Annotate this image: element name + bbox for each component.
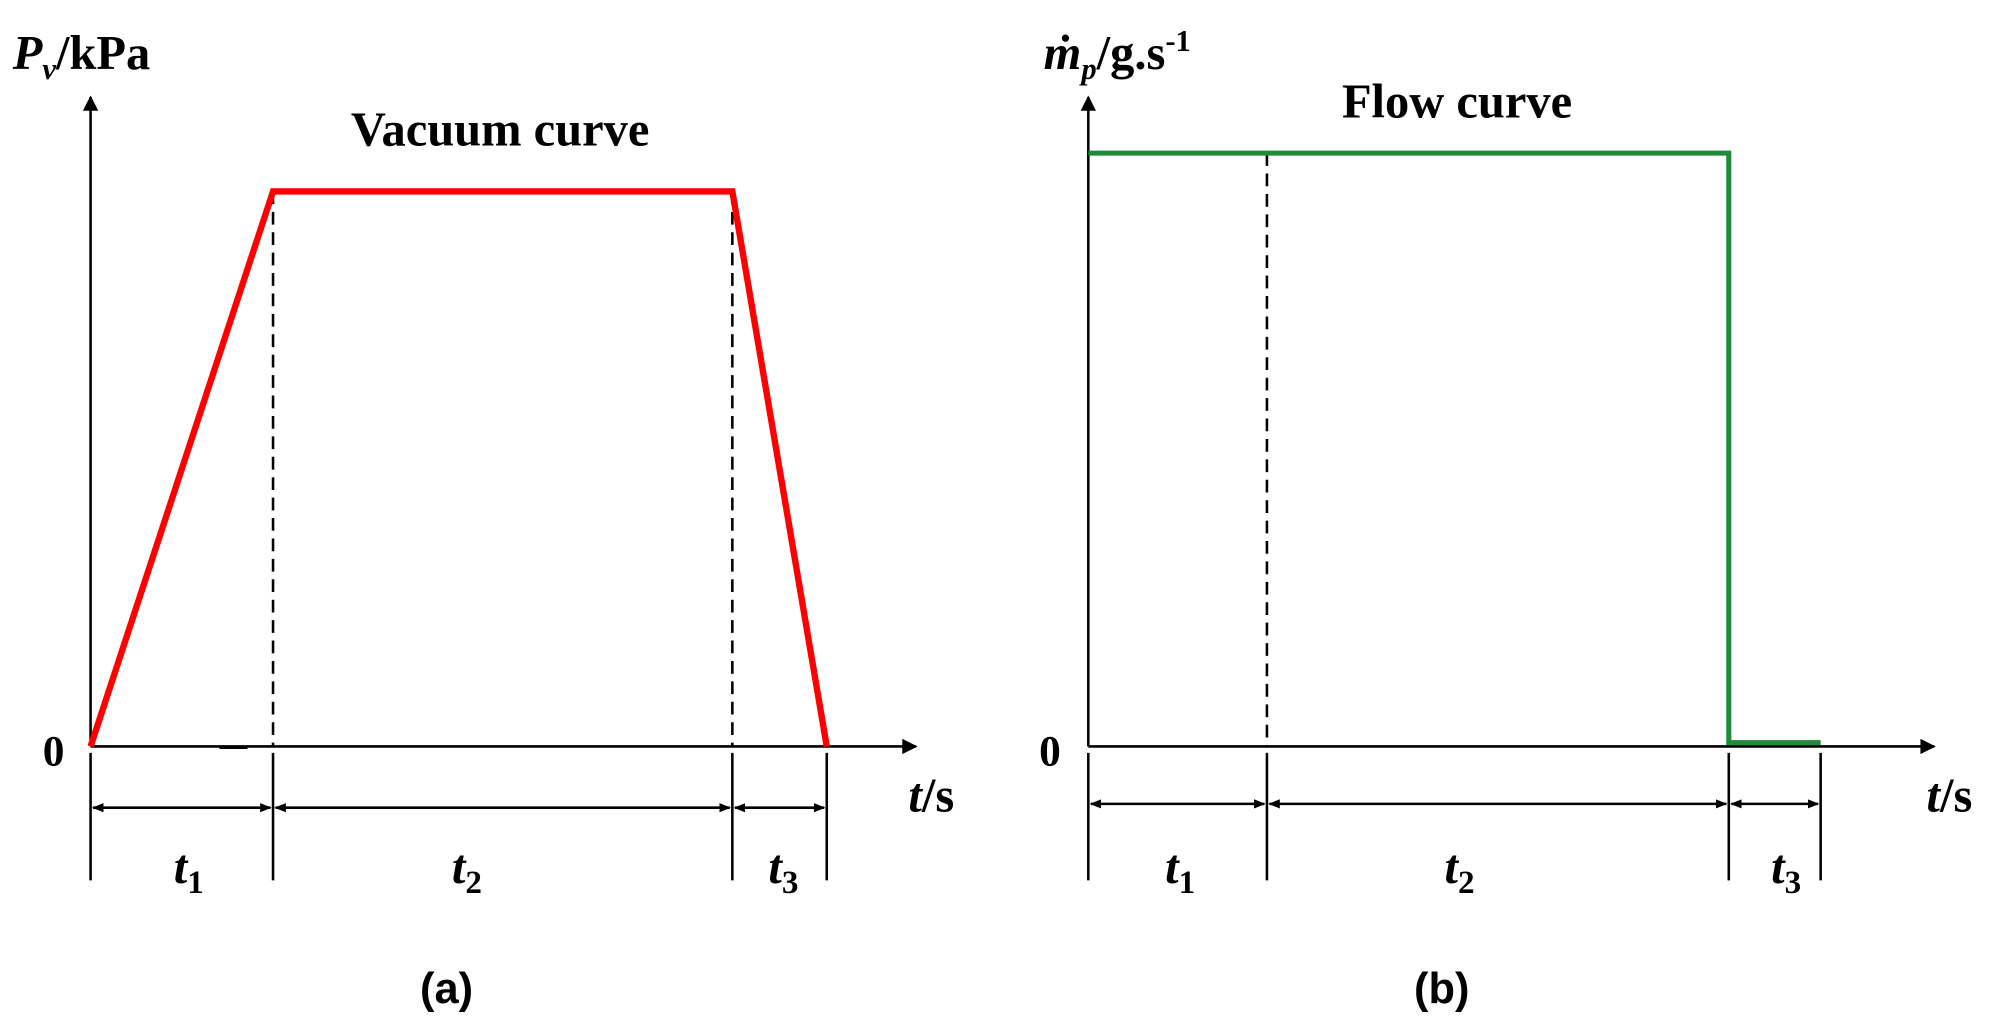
interval-label: t1 <box>1165 841 1195 901</box>
origin-label: 0 <box>1039 728 1061 776</box>
x-axis-label: t/s <box>908 770 954 823</box>
x-axis-label: t/s <box>1927 770 1973 823</box>
chart-title: Flow curve <box>1342 75 1572 128</box>
interval-label: t2 <box>1445 841 1475 901</box>
y-axis-label: ṁp/g.s-1 <box>1044 24 1191 86</box>
panel-caption: (a) <box>420 965 473 1013</box>
chart-title: Vacuum curve <box>351 103 649 156</box>
panel-caption: (b) <box>1414 965 1469 1013</box>
interval-markers <box>1087 752 1822 881</box>
origin-label: 0 <box>43 728 65 776</box>
interval-markers <box>89 752 829 881</box>
y-axis-label: Pv/kPa <box>12 27 150 86</box>
flow-curve <box>1088 150 1821 746</box>
panel-b: ṁp/g.s-1 Flow curve 0 t/s t1 t2 t3 (b) <box>1039 24 1972 1013</box>
interval-label: t3 <box>768 841 798 901</box>
panel-a: Pv/kPa Vacuum curve 0 t/s t1 t2 t3 (a) <box>12 27 954 1013</box>
vacuum-curve <box>87 188 830 748</box>
interval-label: t1 <box>174 841 204 901</box>
interval-label: t3 <box>1771 841 1801 901</box>
interval-label: t2 <box>452 841 482 901</box>
